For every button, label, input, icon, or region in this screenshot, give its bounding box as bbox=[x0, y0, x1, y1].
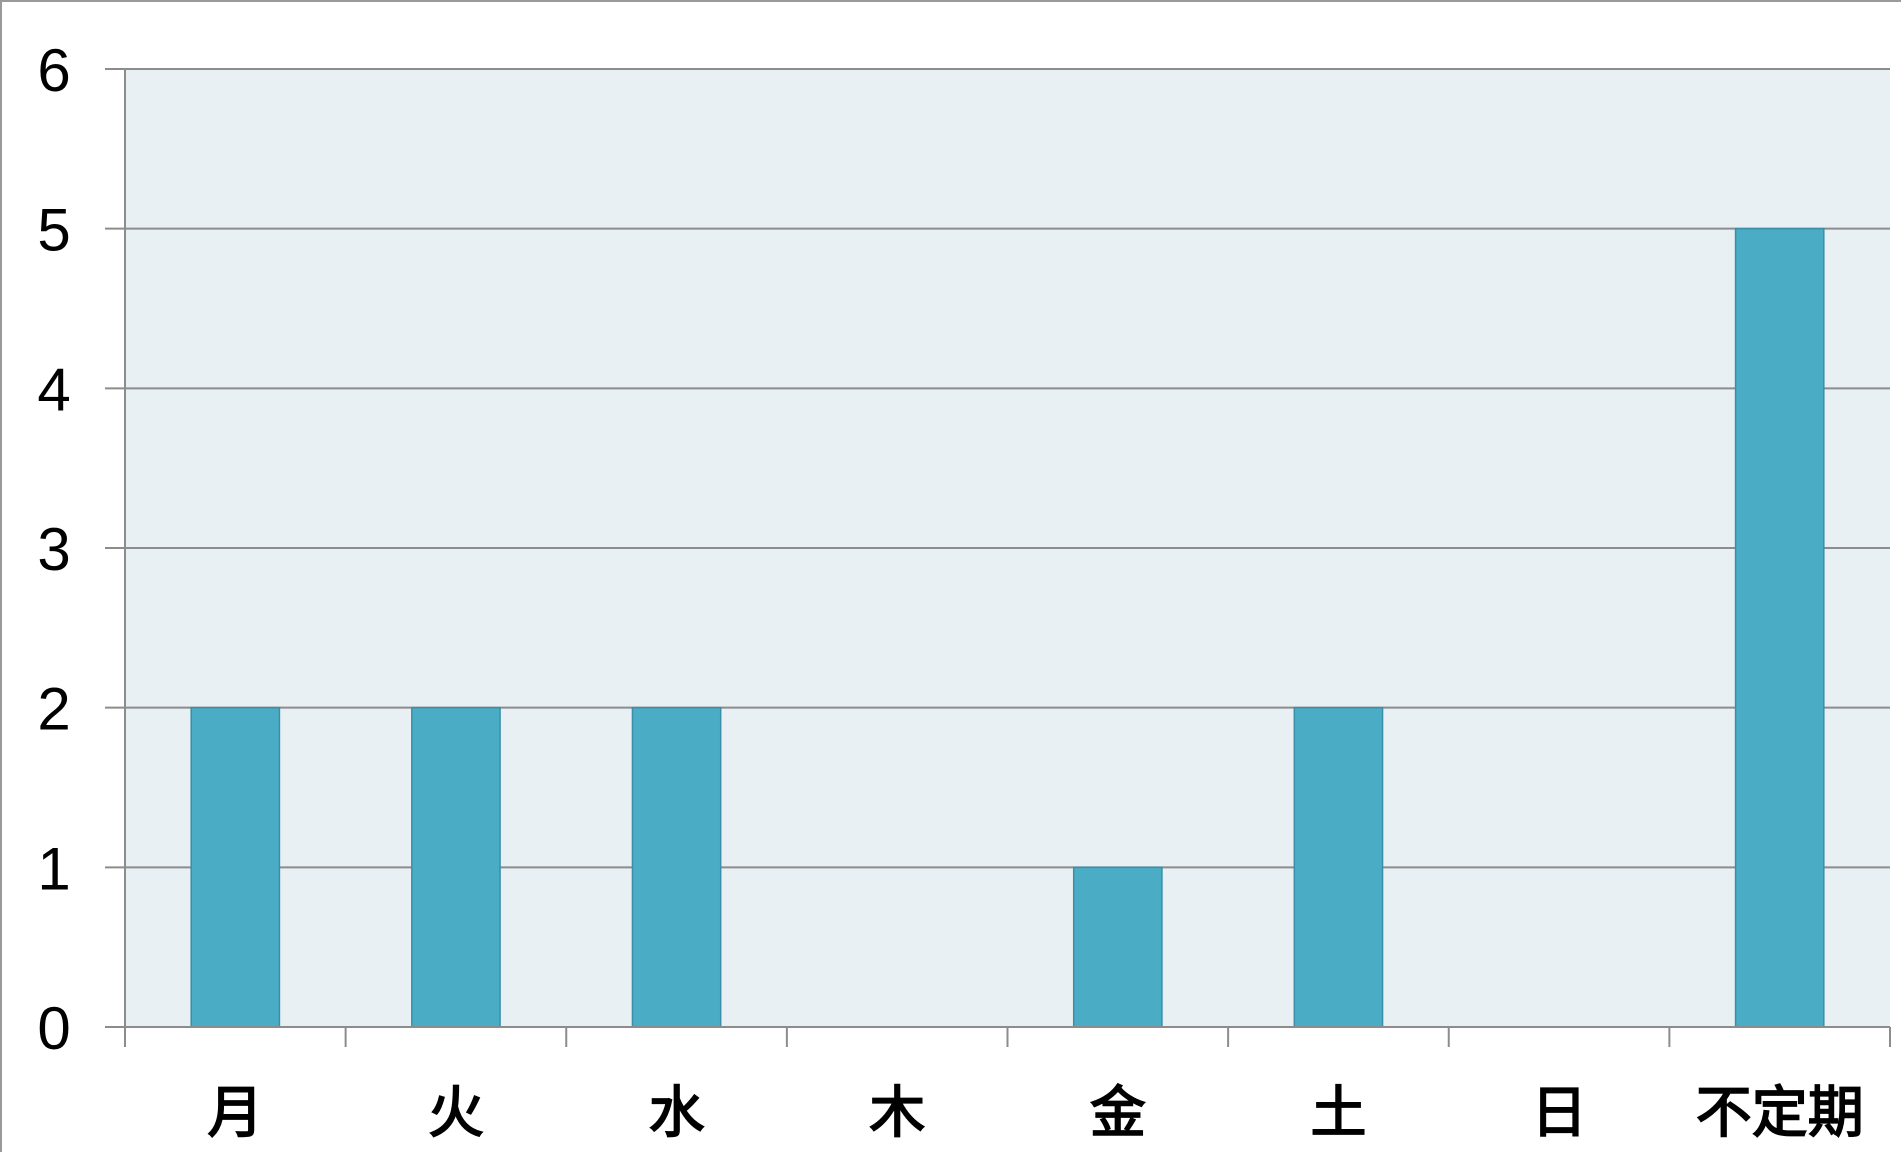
bar bbox=[190, 706, 281, 1028]
x-tick-label: 日 bbox=[1531, 1081, 1587, 1146]
y-tick-label: 4 bbox=[37, 356, 70, 423]
x-tick-label: 土 bbox=[1310, 1081, 1366, 1146]
bar bbox=[1072, 866, 1163, 1028]
x-tick-label: 水 bbox=[649, 1081, 706, 1146]
y-tick-label: 2 bbox=[37, 676, 70, 743]
y-tick-label: 5 bbox=[37, 197, 70, 264]
bar bbox=[631, 706, 722, 1028]
x-tick-label: 金 bbox=[1089, 1081, 1147, 1146]
y-tick-labels: 0 1 2 3 4 5 6 bbox=[37, 37, 70, 1062]
y-tick-label: 0 bbox=[37, 995, 70, 1062]
x-tick-label: 月 bbox=[207, 1081, 263, 1146]
x-tick-label: 木 bbox=[869, 1081, 925, 1146]
bar bbox=[411, 706, 501, 1028]
x-tick-label: 不定期 bbox=[1696, 1081, 1864, 1146]
bar bbox=[1293, 706, 1384, 1028]
y-tick-label: 3 bbox=[37, 516, 70, 583]
axes bbox=[105, 68, 1891, 1047]
y-tick-label: 1 bbox=[37, 835, 70, 902]
x-tick-labels: 月 火 水 木 金 土 日 不定期 bbox=[207, 1081, 1863, 1146]
y-tick-label: 6 bbox=[37, 37, 70, 104]
bars bbox=[190, 227, 1825, 1028]
bar bbox=[1734, 227, 1825, 1028]
x-tick-label: 火 bbox=[428, 1081, 484, 1146]
